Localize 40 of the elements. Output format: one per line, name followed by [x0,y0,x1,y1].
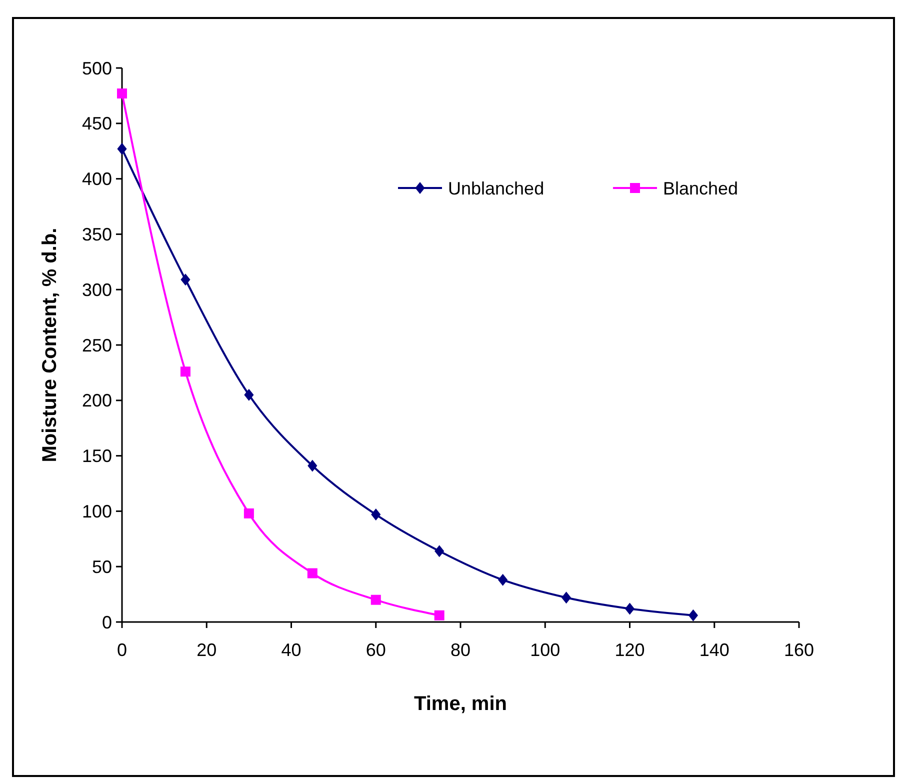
point [434,610,444,620]
y-axis-title: Moisture Content, % d.b. [39,228,61,462]
x-tick-label: 0 [116,640,128,660]
y-tick-label: 300 [82,280,112,300]
x-tick-label: 120 [614,640,645,660]
y-tick-label: 500 [82,58,112,78]
x-tick-label: 160 [784,640,814,660]
point [624,602,635,615]
y-tick-label: 50 [92,556,112,577]
y-tick-label: 400 [82,169,112,190]
x-tick-label: 100 [530,640,560,660]
point [244,508,254,518]
y-tick-label: 0 [102,612,112,632]
point [307,568,318,578]
y-tick-label: 200 [82,390,112,411]
legend-label: Unblanched [448,178,544,198]
point [180,274,190,286]
point [180,366,190,377]
x-axis-title: Time, min [414,693,507,715]
y-tick-label: 350 [82,224,112,244]
point [370,594,381,605]
x-tick-label: 40 [281,640,302,660]
point [117,88,127,98]
point [117,142,127,155]
point [244,388,254,401]
y-tick-label: 450 [82,114,112,134]
point [498,574,508,586]
y-tick-label: 250 [82,335,112,356]
x-tick-label: 20 [196,640,217,660]
x-tick-label: 60 [366,640,386,660]
x-tick-label: 140 [699,640,730,660]
x-tick-label: 80 [450,640,471,660]
y-tick-label: 100 [82,502,112,522]
y-tick-label: 150 [82,446,112,466]
point [434,545,444,558]
point [561,592,572,604]
point [371,508,381,521]
legend-label: Blanched [663,178,738,198]
point [688,609,698,622]
point [308,460,318,472]
